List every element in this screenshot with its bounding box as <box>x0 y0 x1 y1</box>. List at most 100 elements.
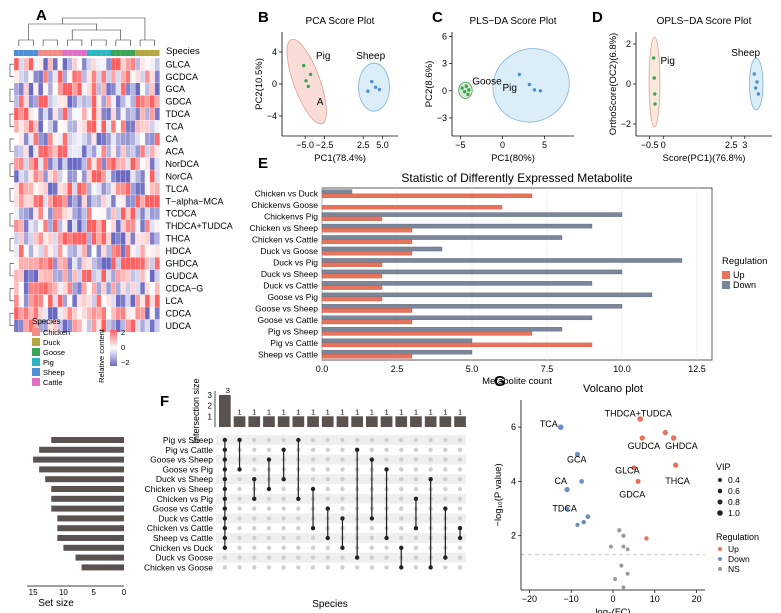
set-label: Chicken vs Goose <box>144 562 213 572</box>
heatmap-cell <box>91 132 97 146</box>
matrix-dot-empty <box>443 496 448 501</box>
heatmap-cell <box>115 132 122 146</box>
intersection-bar <box>395 416 408 427</box>
confidence-ellipse <box>648 36 661 128</box>
bar-down <box>321 304 623 309</box>
intersection-tick-label: 3 <box>208 391 213 400</box>
heatmap-cell <box>52 57 59 71</box>
heatmap-cell <box>81 169 88 183</box>
heatmap-cell <box>42 132 49 146</box>
vip-legend-title: VIP <box>716 462 731 472</box>
heatmap-cell <box>76 257 83 271</box>
heatmap-cell <box>86 269 93 283</box>
heatmap-cell <box>57 219 63 233</box>
category-label: Duck vs Pig <box>273 258 318 268</box>
heatmap-cell <box>72 95 78 109</box>
score-point <box>460 86 464 90</box>
heatmap-cell <box>101 244 107 258</box>
metabolite-label: GCA <box>567 454 587 464</box>
heatmap-cell <box>115 70 122 84</box>
matrix-dot-empty <box>354 437 360 443</box>
matrix-dot-empty <box>310 457 316 462</box>
matrix-dot-empty <box>281 506 286 511</box>
x-tick-label: 0 <box>500 140 505 150</box>
heatmap-cell <box>81 244 88 258</box>
heatmap-cell <box>13 232 20 246</box>
heatmap-cell <box>120 95 126 109</box>
matrix-dot-empty <box>325 555 330 560</box>
heatmap-cell <box>130 194 136 208</box>
heatmap-cell <box>28 194 34 208</box>
heatmap-cell <box>125 107 131 121</box>
category-label: Duck vs Goose <box>260 246 318 256</box>
heatmap-cell <box>67 244 73 258</box>
heatmap-cell <box>62 306 68 320</box>
heatmap-cell <box>57 169 63 183</box>
heatmap-cell <box>67 194 73 208</box>
heatmap-cell <box>18 219 25 233</box>
heatmap-cell <box>42 219 49 233</box>
species-legend-label: Chicken <box>43 328 70 337</box>
heatmap-cell <box>47 182 54 196</box>
x-tick-label: 2.5 <box>357 140 370 150</box>
score-point <box>653 102 657 106</box>
heatmap-cell <box>72 194 78 208</box>
heatmap-cell <box>13 182 20 196</box>
volcano-point <box>637 416 643 422</box>
y-axis-label: PC2(10.5%) <box>254 58 265 110</box>
heatmap-cell <box>96 132 102 146</box>
metabolite-bar-chart: Statistic of Differently Expressed Metab… <box>249 171 767 387</box>
heatmap-cell <box>139 132 146 146</box>
matrix-dot-empty <box>296 516 301 521</box>
heatmap-cell <box>135 232 141 246</box>
set-size-bar <box>51 437 124 443</box>
heatmap-cell <box>110 232 117 246</box>
heatmap-cell <box>23 269 30 283</box>
matrix-dot-empty <box>281 437 286 443</box>
heatmap-cell <box>125 219 131 233</box>
category-label: Pig vs Cattle <box>270 338 318 348</box>
bar-up <box>321 205 503 210</box>
score-point <box>308 72 313 77</box>
heatmap-cell <box>120 232 126 246</box>
heatmap-cell <box>38 144 44 159</box>
matrix-dot-empty <box>252 545 257 550</box>
volcano-point <box>557 424 564 430</box>
heatmap-cell <box>72 319 78 333</box>
matrix-dot-empty <box>252 447 257 452</box>
heatmap-cell <box>144 232 151 246</box>
heatmap-cell <box>135 244 141 258</box>
heatmap-cell <box>23 169 30 183</box>
heatmap-cell <box>33 120 39 134</box>
heatmap-cell <box>23 219 30 233</box>
dendrogram-branch <box>9 288 14 302</box>
heatmap-cell <box>81 57 88 71</box>
heatmap-cell <box>110 294 117 308</box>
intersection-bar <box>410 416 422 427</box>
matrix-dot-empty <box>296 526 301 531</box>
heatmap-cell <box>96 82 102 96</box>
intersection-bar <box>292 416 305 427</box>
heatmap-cell <box>139 107 146 121</box>
heatmap-cell <box>96 269 102 283</box>
heatmap-cell <box>81 95 88 109</box>
matrix-dot-empty <box>369 565 375 570</box>
matrix-dot-empty <box>399 447 404 452</box>
intersection-bar <box>307 416 319 427</box>
score-point <box>756 92 761 96</box>
heatmap-cell <box>96 257 102 271</box>
heatmap-cell <box>149 294 156 308</box>
heatmap-cell <box>154 207 160 221</box>
heatmap-cell <box>110 269 117 283</box>
x-tick-label: 20 <box>692 594 702 604</box>
matrix-dot-empty <box>413 437 419 443</box>
category-label: Chickenvs Goose <box>251 200 318 210</box>
heatmap-cell <box>125 57 131 71</box>
heatmap-cell <box>62 57 68 71</box>
heatmap-cell <box>62 82 68 96</box>
heatmap-cell <box>28 169 34 183</box>
regulation-legend-label: Up <box>728 544 739 554</box>
heatmap-cell <box>91 70 97 84</box>
x-axis-label: PC1(78.4%) <box>314 153 366 164</box>
heatmap-cell <box>91 95 97 109</box>
